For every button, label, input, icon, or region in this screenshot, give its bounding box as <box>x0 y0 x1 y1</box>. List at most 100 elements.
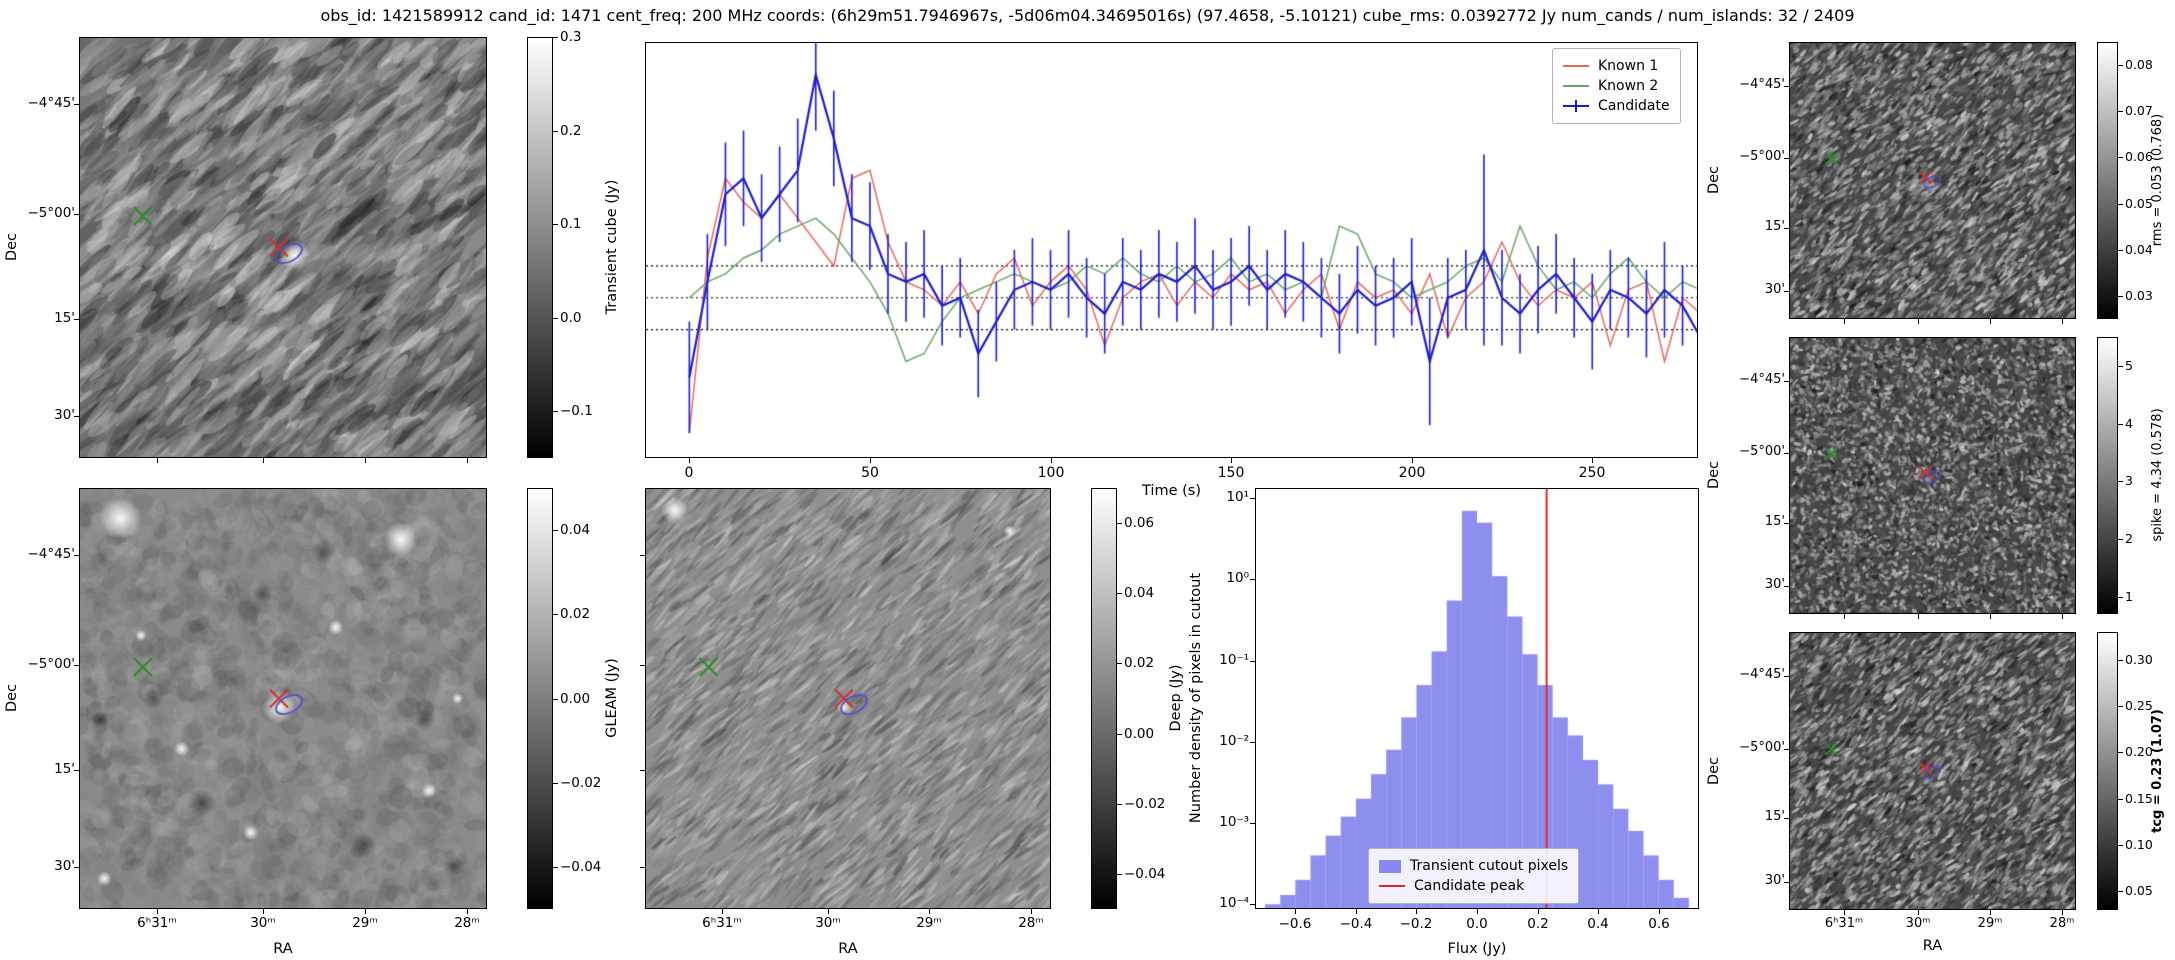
tick-mark <box>2118 204 2123 205</box>
tick-mark <box>2062 319 2063 324</box>
tick-label: 150 <box>1217 465 1245 481</box>
tick-mark <box>553 224 558 225</box>
tick-mark <box>1784 818 1789 819</box>
tick-mark <box>722 909 723 914</box>
tick-label: 10⁰ <box>1226 570 1249 586</box>
deep-colorbar-label: Deep (Jy) <box>1168 664 1184 732</box>
gleam-image <box>80 489 486 908</box>
tick-label: −0.6 <box>1278 916 1312 932</box>
tick-mark <box>467 909 468 914</box>
tick-label: 200 <box>1398 465 1426 481</box>
tick-mark <box>2118 250 2123 251</box>
tick-label: −5°00' <box>1739 149 1785 164</box>
rms-panel <box>1789 42 2076 319</box>
tick-label: 15' <box>1764 514 1785 529</box>
tick-mark <box>1990 319 1991 324</box>
transient-cube-colorbar-label: Transient cube (Jy) <box>604 179 620 315</box>
ra-axis-label-deep: RA <box>838 941 858 957</box>
histogram-panel <box>1255 488 1699 909</box>
tick-mark <box>2118 891 2123 892</box>
tick-mark <box>1784 86 1789 87</box>
legend-entry-candidate-peak: Candidate peak <box>1379 878 1568 894</box>
tick-mark <box>1784 749 1789 750</box>
tick-mark <box>553 699 558 700</box>
tick-mark <box>828 909 829 914</box>
tick-mark <box>1416 909 1417 914</box>
tick-label: 2 <box>2125 531 2133 546</box>
tick-label: 15' <box>54 761 75 777</box>
tick-mark <box>1990 614 1991 619</box>
candidate-errorbar-sample <box>1575 100 1577 113</box>
tick-label: 30' <box>1764 873 1785 888</box>
tick-mark <box>1231 458 1232 463</box>
tick-mark <box>74 555 79 556</box>
transient-cube-colorbar <box>527 37 553 458</box>
tick-mark <box>553 614 558 615</box>
tick-label: 0.02 <box>1124 655 1155 671</box>
tick-label: 30' <box>1764 282 1785 297</box>
tick-mark <box>929 909 930 914</box>
tick-mark <box>2118 157 2123 158</box>
tick-mark <box>74 319 79 320</box>
tick-label: 30ᵐ <box>250 915 276 931</box>
tick-mark <box>1250 579 1255 580</box>
deep-image <box>646 489 1050 908</box>
tick-mark <box>2062 614 2063 619</box>
tick-mark <box>1117 523 1122 524</box>
tick-label: 30' <box>54 858 75 874</box>
tick-label: 0.06 <box>2125 149 2153 164</box>
tick-label: 0.04 <box>2125 242 2153 257</box>
spike-colorbar-label: spike = 4.34 (0.578) <box>2150 408 2165 542</box>
tick-label: −5°00' <box>27 656 75 672</box>
tick-mark <box>2118 424 2123 425</box>
transient-cube-panel <box>79 37 487 458</box>
tick-label: 0.4 <box>1587 916 1609 932</box>
tick-mark <box>1990 910 1991 915</box>
tick-mark <box>640 555 645 556</box>
tick-mark <box>1844 614 1845 619</box>
tick-mark <box>1918 910 1919 915</box>
tick-mark <box>1117 874 1122 875</box>
spike-panel <box>1789 337 2076 614</box>
tick-mark <box>2118 296 2123 297</box>
tick-mark <box>870 458 871 463</box>
tick-label: 10⁻² <box>1219 733 1249 749</box>
tick-mark <box>1031 909 1032 914</box>
tick-mark <box>1250 661 1255 662</box>
tick-mark <box>1784 453 1789 454</box>
tick-label: −4°45' <box>1739 77 1785 92</box>
tick-mark <box>2062 910 2063 915</box>
tick-label: 15' <box>1764 219 1785 234</box>
tick-mark <box>553 318 558 319</box>
tick-label: −4°45' <box>27 95 75 111</box>
tick-label: 0.6 <box>1648 916 1670 932</box>
dec-axis-label-transient: Dec <box>4 232 20 262</box>
tick-mark <box>1844 319 1845 324</box>
tick-mark <box>1784 586 1789 587</box>
tick-mark <box>2118 366 2123 367</box>
dec-axis-label-spike: Dec <box>1706 460 1722 490</box>
tick-label: 0.06 <box>1124 515 1155 531</box>
tick-label: 0.05 <box>2125 196 2153 211</box>
tick-mark <box>365 909 366 914</box>
tick-mark <box>553 37 558 38</box>
tick-label: −4°45' <box>1739 372 1785 387</box>
legend-entry-known1: Known 1 <box>1563 58 1670 74</box>
tick-label: 0.25 <box>2125 698 2153 713</box>
tick-label: 0 <box>684 465 694 481</box>
tcg-colorbar-label: tcg = 0.23 (1.07) <box>2150 709 2165 833</box>
tick-label: 30ᵐ <box>815 915 841 931</box>
tick-mark <box>640 867 645 868</box>
tick-label: −0.04 <box>560 859 602 875</box>
tick-mark <box>157 458 158 463</box>
tick-mark <box>1477 909 1478 914</box>
histogram-plot <box>1256 489 1698 908</box>
lightcurve-legend: Known 1 Known 2 Candidate <box>1552 48 1681 125</box>
tick-label: −5°00' <box>1739 740 1785 755</box>
tick-label: 0.2 <box>1527 916 1549 932</box>
histogram-xlabel: Flux (Jy) <box>1447 941 1507 957</box>
tick-label: 0.2 <box>560 123 582 139</box>
tick-mark <box>1117 663 1122 664</box>
tick-label: 0.07 <box>2125 103 2153 118</box>
tick-label: 6ʰ31ᵐ <box>137 915 177 931</box>
